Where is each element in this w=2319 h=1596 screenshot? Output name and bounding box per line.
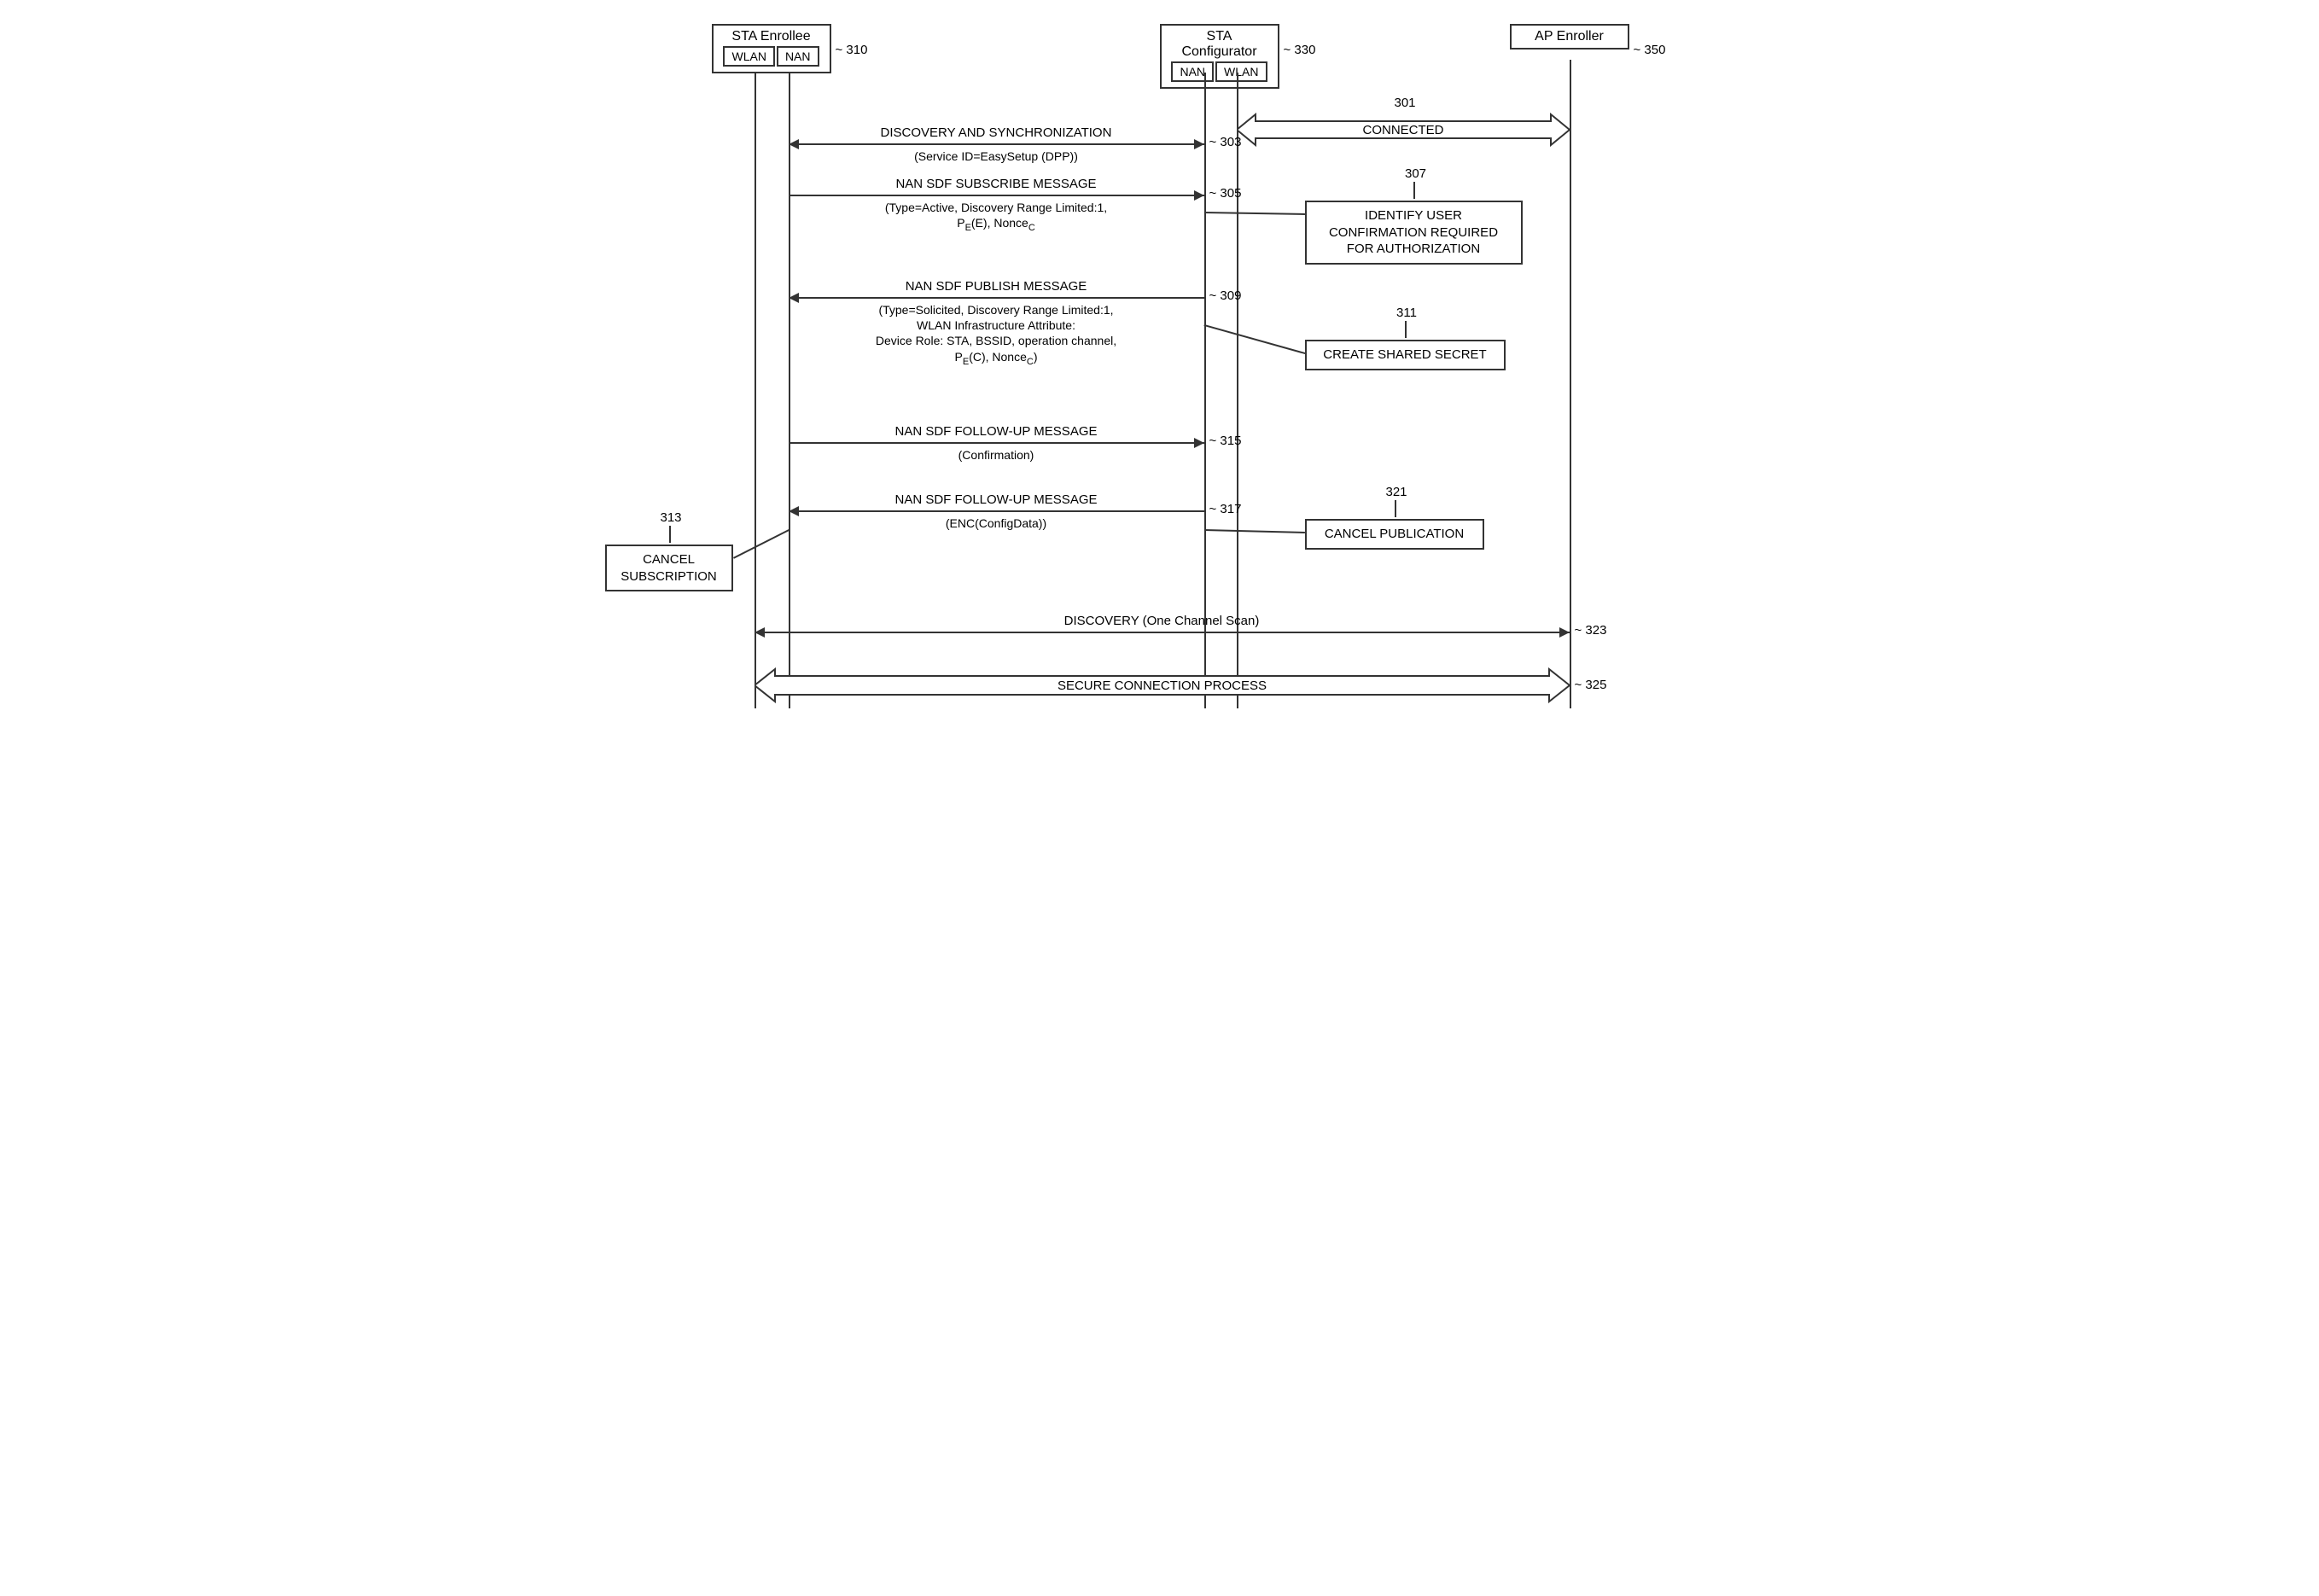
sidebox-307: IDENTIFY USERCONFIRMATION REQUIREDFOR AU… <box>1305 201 1523 265</box>
msg-line-323 <box>755 632 1570 633</box>
participant-sub-nan: NAN <box>777 46 819 67</box>
ref-tick <box>1405 321 1407 338</box>
secure-arrow: SECURE CONNECTION PROCESS <box>755 667 1570 703</box>
svg-text:CONNECTED: CONNECTED <box>1362 123 1443 137</box>
ref-311: 311 <box>1396 306 1417 320</box>
ref-301: 301 <box>1395 96 1416 110</box>
connector-321 <box>1203 529 1304 533</box>
arrow-head <box>1194 438 1204 448</box>
participant-title: STA Enrollee <box>720 29 823 44</box>
ref-307: 307 <box>1405 166 1426 181</box>
svg-text:SECURE CONNECTION PROCESS: SECURE CONNECTION PROCESS <box>1057 679 1266 693</box>
participant-sub-wlan: WLAN <box>1215 61 1267 82</box>
ref-tick <box>1413 182 1415 199</box>
arrow-head <box>755 627 765 638</box>
msg-line-305 <box>789 195 1204 196</box>
connector-307 <box>1203 212 1304 215</box>
msg-sub-317: (ENC(ConfigData)) <box>808 515 1184 531</box>
connector-311 <box>1203 324 1305 354</box>
lifeline-enrollee_wlan <box>755 73 756 708</box>
ref-313: 313 <box>661 510 682 525</box>
participant-sta-enrollee: STA Enrollee WLANNAN <box>712 24 831 73</box>
arrow-head <box>1194 190 1204 201</box>
msg-sub-305: (Type=Active, Discovery Range Limited:1,… <box>808 200 1184 234</box>
msg-sub-315: (Confirmation) <box>808 447 1184 463</box>
msg-title-303: DISCOVERY AND SYNCHRONIZATION <box>825 125 1167 142</box>
ref-330: ~ 330 <box>1284 43 1316 57</box>
participant-ap-enroller: AP Enroller <box>1510 24 1629 50</box>
msg-line-303 <box>789 143 1204 145</box>
msg-sub-303: (Service ID=EasySetup (DPP)) <box>808 149 1184 164</box>
msg-line-317 <box>789 510 1204 512</box>
msg-title-323: DISCOVERY (One Channel Scan) <box>991 613 1332 630</box>
ref-tick <box>669 526 671 543</box>
sidebox-311: CREATE SHARED SECRET <box>1305 340 1506 370</box>
connector-313 <box>733 529 790 559</box>
ref-350: ~ 350 <box>1634 43 1666 57</box>
arrow-head <box>1194 139 1204 149</box>
ref-310: ~ 310 <box>836 43 868 57</box>
sidebox-321: CANCEL PUBLICATION <box>1305 519 1484 550</box>
arrow-head <box>789 139 799 149</box>
msg-line-315 <box>789 442 1204 444</box>
participant-title: AP Enroller <box>1518 29 1621 44</box>
ref-323: ~ 323 <box>1575 623 1607 638</box>
participant-sta-configurator: STA ConfiguratorNANWLAN <box>1160 24 1279 89</box>
ref-303: ~ 303 <box>1209 135 1242 149</box>
sidebox-313: CANCELSUBSCRIPTION <box>605 545 733 591</box>
ref-317: ~ 317 <box>1209 502 1242 516</box>
ref-315: ~ 315 <box>1209 434 1242 448</box>
ref-309: ~ 309 <box>1209 288 1242 303</box>
msg-line-309 <box>789 297 1204 299</box>
msg-title-317: NAN SDF FOLLOW-UP MESSAGE <box>825 492 1167 509</box>
ref-305: ~ 305 <box>1209 186 1242 201</box>
participant-sub-nan: NAN <box>1171 61 1214 82</box>
ref-tick <box>1395 500 1396 517</box>
ref-321: 321 <box>1386 485 1407 499</box>
participant-title: STA Configurator <box>1168 29 1271 60</box>
msg-title-305: NAN SDF SUBSCRIBE MESSAGE <box>825 176 1167 193</box>
msg-title-315: NAN SDF FOLLOW-UP MESSAGE <box>825 423 1167 440</box>
lifeline-enrollee_nan <box>789 73 790 708</box>
arrow-head <box>1559 627 1570 638</box>
lifeline-ap <box>1570 60 1571 708</box>
msg-title-309: NAN SDF PUBLISH MESSAGE <box>825 278 1167 295</box>
ref-325: ~ 325 <box>1575 678 1607 692</box>
msg-sub-309: (Type=Solicited, Discovery Range Limited… <box>808 302 1184 368</box>
arrow-head <box>789 506 799 516</box>
arrow-head <box>789 293 799 303</box>
connected-arrow: CONNECTED <box>1237 113 1570 147</box>
participant-sub-wlan: WLAN <box>723 46 774 67</box>
